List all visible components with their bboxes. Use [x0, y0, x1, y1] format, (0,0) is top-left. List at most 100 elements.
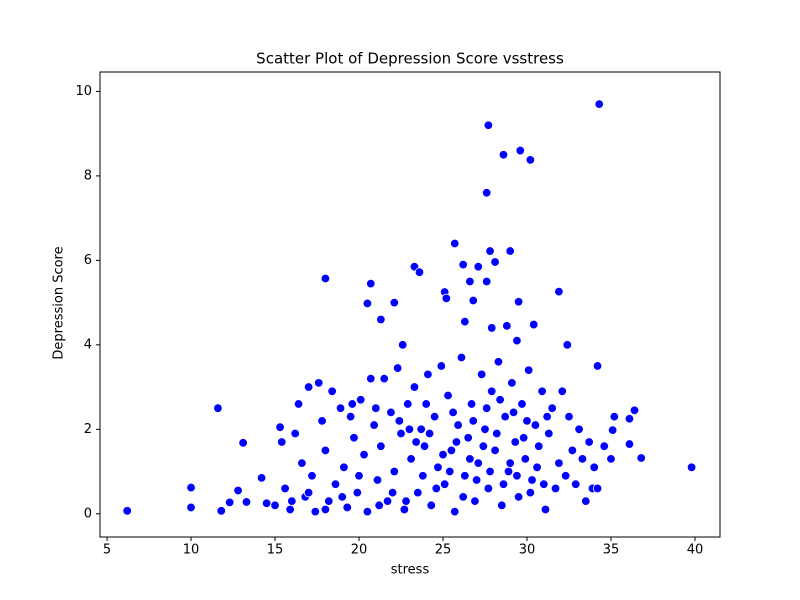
point: [450, 506, 460, 517]
point: [492, 428, 502, 439]
point: [369, 420, 379, 430]
point: [529, 319, 539, 330]
x-tick-label: 35: [603, 543, 620, 558]
y-tick-label: 6: [84, 253, 92, 268]
point: [372, 475, 383, 485]
point: [261, 498, 272, 508]
point: [421, 399, 431, 409]
point: [468, 295, 478, 306]
point: [589, 462, 599, 473]
point: [513, 297, 524, 307]
point: [629, 405, 640, 415]
point: [460, 316, 470, 327]
y-tick-label: 8: [84, 168, 92, 183]
point: [500, 411, 510, 422]
point: [468, 416, 478, 426]
point: [686, 462, 697, 473]
point: [371, 403, 381, 413]
point: [241, 497, 252, 507]
point: [476, 369, 487, 380]
point: [490, 257, 500, 267]
point: [503, 466, 514, 477]
point: [320, 273, 331, 284]
point: [366, 278, 376, 289]
point: [564, 411, 574, 422]
point: [574, 424, 584, 435]
point: [537, 386, 547, 396]
point: [480, 424, 490, 435]
point: [423, 369, 433, 380]
y-axis-label: Depression Score: [52, 246, 67, 359]
y-tick-label: 2: [84, 422, 92, 437]
point: [303, 487, 314, 498]
point: [404, 424, 415, 435]
point: [438, 449, 448, 460]
y-tick-label: 4: [84, 337, 92, 352]
point: [497, 500, 507, 511]
point: [317, 416, 327, 426]
point: [275, 422, 285, 432]
point: [544, 428, 554, 439]
point: [297, 458, 307, 468]
point: [478, 441, 489, 451]
point: [466, 399, 477, 409]
point: [379, 373, 389, 384]
point: [523, 365, 534, 375]
point: [213, 403, 223, 413]
point: [581, 496, 591, 506]
point: [498, 479, 509, 489]
point: [320, 504, 331, 515]
point: [542, 411, 552, 422]
point: [411, 437, 421, 447]
point: [256, 473, 267, 483]
point: [599, 441, 609, 451]
point: [493, 357, 504, 367]
point: [485, 466, 495, 477]
point: [473, 458, 483, 468]
point: [307, 471, 317, 481]
point: [471, 475, 482, 485]
point: [458, 259, 468, 270]
point: [540, 504, 551, 515]
point: [293, 399, 304, 409]
x-tick-label: 20: [351, 543, 368, 558]
point: [347, 399, 358, 409]
point: [339, 462, 349, 473]
point: [451, 437, 462, 447]
point: [397, 340, 408, 350]
point: [443, 390, 453, 401]
point: [366, 373, 376, 384]
point: [392, 363, 403, 373]
point: [303, 382, 314, 392]
point: [450, 238, 460, 249]
point: [399, 504, 410, 515]
point: [270, 500, 280, 511]
point: [490, 445, 500, 456]
point: [448, 407, 458, 418]
point: [592, 483, 603, 494]
point: [554, 286, 564, 297]
point: [465, 454, 475, 464]
point: [382, 496, 393, 506]
x-tick-label: 10: [183, 543, 200, 558]
point: [285, 504, 295, 515]
point: [342, 502, 352, 513]
point: [487, 323, 497, 333]
plot-frame: [99, 71, 721, 538]
y-tick-label: 10: [75, 84, 92, 99]
point: [515, 145, 525, 156]
point: [224, 497, 235, 508]
point: [609, 411, 620, 422]
point: [557, 386, 567, 396]
point: [505, 246, 515, 256]
point: [456, 352, 467, 363]
point: [389, 297, 399, 308]
chart-title: Scatter Plot of Depression Score vsstres…: [256, 50, 564, 68]
point: [460, 471, 470, 481]
point: [520, 454, 531, 464]
point: [498, 150, 509, 160]
point: [530, 420, 541, 430]
point: [122, 506, 132, 516]
point: [518, 433, 529, 443]
